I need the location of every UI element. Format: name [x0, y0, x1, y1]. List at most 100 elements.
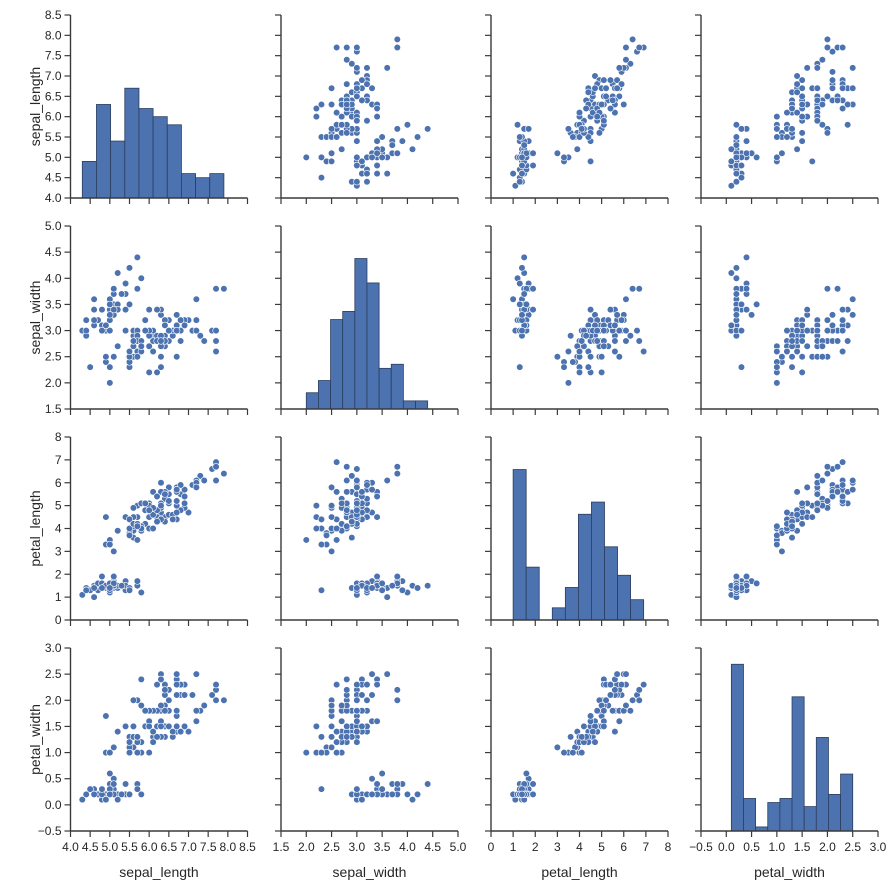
scatter-point: [564, 125, 573, 133]
scatter-point: [635, 285, 643, 293]
scatter-point: [161, 707, 169, 715]
scatter-point: [732, 121, 741, 129]
scatter-point: [110, 743, 118, 751]
scatter-point: [312, 722, 321, 731]
scatter-point: [368, 153, 376, 161]
y-tick-label: 2.5: [45, 350, 62, 364]
scatter-point: [121, 722, 130, 731]
scatter-point: [798, 76, 806, 84]
scatter-point: [793, 72, 801, 80]
scatter-point: [343, 488, 351, 496]
scatter-point: [133, 253, 141, 261]
scatter-point: [773, 113, 781, 121]
scatter-point: [737, 326, 746, 335]
scatter-point: [133, 285, 141, 293]
scatter-point: [192, 670, 200, 678]
scatter-point: [798, 129, 806, 137]
panel-petal_length-vs-sepal_width: [275, 436, 459, 626]
scatter-point: [145, 506, 153, 514]
scatter-point: [606, 306, 615, 314]
scatter-point: [102, 321, 110, 329]
scatter-point: [818, 342, 826, 350]
scatter-point: [388, 141, 396, 149]
scatter-point: [133, 522, 141, 530]
histogram-bar: [209, 173, 225, 199]
scatter-point: [635, 43, 643, 52]
scatter-point: [828, 76, 837, 84]
scatter-point: [788, 534, 796, 542]
scatter-point: [133, 785, 141, 793]
scatter-point: [393, 125, 401, 133]
scatter-point: [212, 476, 220, 485]
scatter-point: [129, 722, 138, 731]
scatter-point: [778, 353, 786, 361]
scatter-point: [368, 84, 376, 92]
scatter-point: [173, 722, 181, 731]
scatter-point: [793, 347, 801, 356]
scatter-point: [640, 680, 648, 689]
scatter-point: [137, 701, 145, 710]
scatter-point: [611, 337, 619, 345]
scatter-point: [363, 170, 371, 178]
scatter-point: [137, 342, 145, 350]
scatter-point: [793, 326, 801, 335]
scatter-point: [823, 326, 832, 335]
scatter-point: [368, 790, 376, 799]
scatter-point: [358, 488, 366, 496]
histogram-bar: [415, 400, 429, 410]
scatter-point: [106, 748, 114, 757]
scatter-point: [327, 100, 336, 109]
scatter-point: [575, 133, 584, 141]
y-tick-label: 4.5: [45, 245, 62, 259]
scatter-point: [121, 279, 130, 288]
scatter-point: [78, 796, 86, 804]
scatter-point: [833, 463, 842, 471]
scatter-point: [844, 337, 852, 345]
histogram-bar: [803, 806, 817, 832]
scatter-point: [393, 43, 401, 52]
scatter-point: [212, 285, 220, 293]
scatter-point: [783, 347, 791, 356]
scatter-point: [732, 311, 741, 319]
scatter-point: [798, 353, 806, 361]
scatter-point: [838, 84, 847, 92]
x-tick-label: 5.0: [101, 840, 118, 854]
scatter-point: [600, 342, 608, 350]
scatter-point: [516, 363, 524, 371]
scatter-point: [611, 321, 619, 329]
y-tick-label: 3.5: [45, 297, 62, 311]
scatter-point: [793, 511, 801, 519]
scatter-point: [383, 670, 391, 678]
panel-sepal_length-vs-petal_length: [485, 14, 669, 204]
scatter-point: [793, 88, 801, 96]
scatter-point: [363, 680, 371, 689]
scatter-point: [798, 321, 806, 329]
scatter-point: [363, 178, 371, 186]
scatter-point: [383, 593, 391, 601]
scatter-point: [161, 321, 169, 329]
scatter-point: [518, 311, 526, 319]
y-tick-label: 1.0: [45, 746, 62, 760]
scatter-point: [783, 133, 791, 141]
histogram-bar: [730, 663, 744, 832]
scatter-point: [408, 145, 417, 153]
histogram-bar: [512, 469, 527, 621]
scatter-point: [343, 463, 351, 471]
scatter-point: [114, 342, 122, 350]
histogram-bar: [828, 794, 841, 832]
scatter-point: [302, 536, 310, 544]
scatter-point: [141, 707, 149, 715]
scatter-point: [727, 157, 735, 165]
scatter-point: [773, 540, 781, 549]
scatter-point: [338, 145, 346, 153]
scatter-point: [818, 100, 826, 109]
scatter-point: [192, 326, 200, 335]
y-tick-label: 5: [55, 499, 62, 513]
scatter-point: [149, 728, 157, 736]
scatter-point: [327, 157, 336, 165]
scatter-point: [129, 696, 138, 704]
scatter-point: [849, 476, 857, 485]
scatter-point: [121, 780, 130, 788]
scatter-point: [732, 153, 741, 161]
scatter-point: [125, 586, 134, 594]
